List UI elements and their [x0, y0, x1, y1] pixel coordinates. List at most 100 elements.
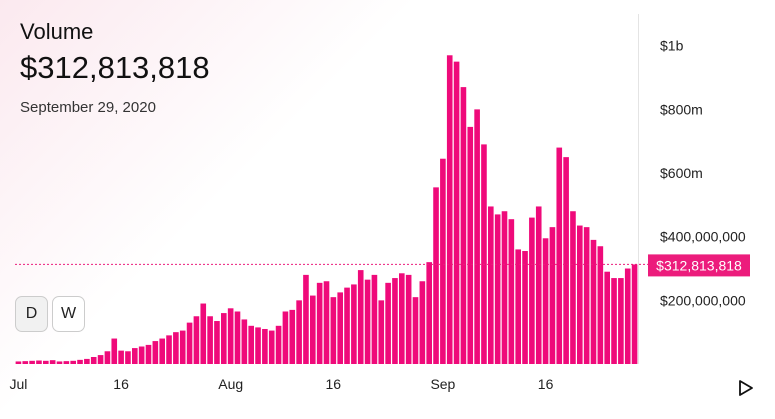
y-tick-label: $800m — [660, 101, 703, 117]
volume-bar — [412, 297, 419, 364]
volume-bar — [481, 144, 487, 364]
y-tick-label: $400,000,000 — [660, 229, 746, 245]
volume-bar — [207, 316, 213, 364]
volume-bar — [138, 346, 145, 364]
x-tick-label: 16 — [326, 376, 342, 392]
volume-bar — [49, 360, 56, 364]
volume-bar — [200, 303, 207, 364]
volume-bar — [426, 262, 432, 364]
volume-bar — [111, 338, 118, 364]
volume-bar — [453, 61, 460, 364]
volume-bar — [597, 246, 604, 364]
volume-bar — [118, 350, 124, 364]
volume-bar — [364, 279, 371, 364]
volume-bar — [29, 360, 35, 364]
volume-bar — [255, 327, 261, 364]
volume-bar — [282, 311, 289, 364]
volume-bar — [385, 282, 391, 364]
volume-bar — [43, 360, 49, 364]
volume-bar — [419, 281, 426, 364]
volume-bar — [63, 361, 70, 364]
volume-bar — [344, 287, 350, 364]
volume-bar — [549, 227, 556, 364]
volume-bar — [405, 274, 412, 364]
play-icon[interactable] — [736, 378, 756, 398]
volume-bar — [467, 126, 474, 364]
y-tick-label: $1b — [660, 38, 684, 54]
volume-bar — [604, 271, 610, 364]
x-tick-label: Aug — [218, 376, 243, 392]
volume-bar — [611, 278, 617, 364]
value-tag-label: $312,813,818 — [656, 257, 742, 273]
volume-bar — [494, 214, 501, 364]
volume-bar — [275, 325, 282, 364]
volume-bar — [296, 300, 302, 364]
week-toggle-button[interactable]: W — [52, 296, 85, 332]
volume-bar — [631, 264, 638, 364]
volume-bar — [351, 284, 357, 364]
volume-bar — [474, 109, 480, 364]
volume-bar — [125, 351, 131, 364]
volume-bar — [563, 157, 569, 365]
volume-bar — [556, 147, 563, 364]
volume-bar — [624, 268, 631, 364]
volume-header: Volume $312,813,818 September 29, 2020 — [20, 18, 210, 116]
volume-bar — [535, 206, 542, 364]
volume-bar — [542, 238, 549, 364]
volume-bar — [577, 225, 583, 364]
volume-bar — [357, 270, 364, 364]
day-toggle-button[interactable]: D — [15, 296, 48, 332]
volume-bar — [590, 239, 597, 365]
volume-bar — [36, 360, 42, 364]
volume-bar — [378, 300, 385, 364]
volume-bar — [90, 357, 97, 364]
volume-bar — [132, 348, 138, 364]
volume-bar — [56, 361, 63, 364]
volume-bar — [303, 274, 309, 364]
volume-bar — [262, 328, 268, 364]
volume-bar — [104, 351, 111, 364]
volume-bar — [508, 219, 515, 364]
x-tick-label: 16 — [538, 376, 554, 392]
volume-bar — [289, 309, 296, 364]
volume-bar — [166, 335, 172, 364]
y-tick-label: $200,000,000 — [660, 292, 746, 308]
volume-bar — [529, 217, 535, 364]
volume-bar — [522, 251, 528, 364]
volume-bar — [193, 316, 200, 364]
volume-bar — [488, 206, 494, 364]
volume-bar — [460, 87, 467, 365]
y-tick-label: $600m — [660, 165, 703, 181]
volume-bar — [77, 359, 83, 364]
x-tick-label: Jul — [9, 376, 27, 392]
volume-bar — [501, 211, 508, 364]
metric-value: $312,813,818 — [20, 50, 210, 85]
volume-bar — [227, 308, 234, 364]
volume-bar — [583, 227, 590, 364]
volume-bar — [570, 211, 576, 364]
volume-bar — [310, 295, 316, 364]
volume-bar — [268, 330, 275, 364]
volume-bar — [337, 292, 343, 364]
volume-bar — [234, 311, 241, 364]
volume-bar — [241, 319, 248, 364]
volume-bar — [186, 322, 193, 365]
metric-date: September 29, 2020 — [20, 99, 156, 116]
volume-bar — [15, 361, 22, 364]
volume-bar — [392, 278, 398, 364]
volume-bar — [221, 313, 227, 364]
x-tick-label: 16 — [113, 376, 129, 392]
volume-bar — [145, 344, 152, 364]
volume-bar — [433, 187, 439, 364]
volume-bar — [70, 360, 76, 364]
volume-bar — [97, 355, 104, 364]
volume-bar — [22, 361, 29, 364]
x-tick-label: Sep — [430, 376, 455, 392]
volume-bar — [159, 338, 165, 364]
volume-bar — [330, 297, 337, 364]
volume-bar — [84, 358, 90, 364]
volume-bar — [323, 281, 330, 364]
volume-bar — [179, 330, 186, 364]
volume-bar — [515, 249, 521, 364]
